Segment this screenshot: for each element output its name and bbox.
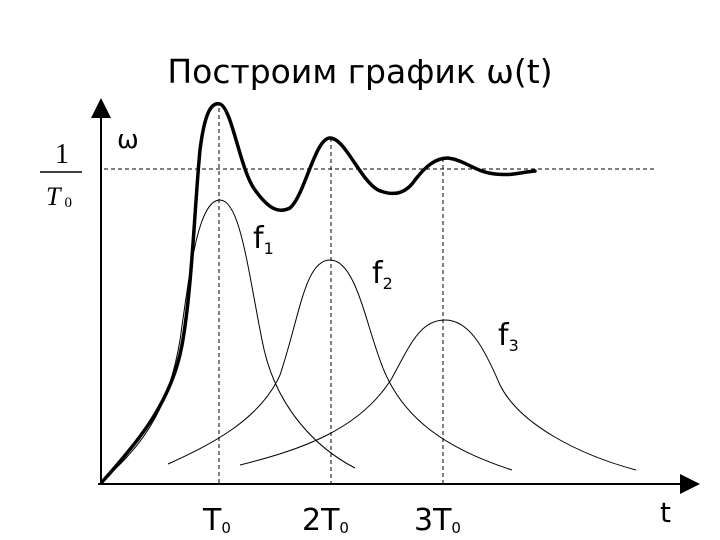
curve-label-f3: f3	[498, 318, 519, 355]
level-fraction-numerator: 1	[55, 139, 69, 170]
slide-title: Построим график ω(t)	[167, 52, 553, 91]
curve-f2	[167, 259, 513, 471]
curve-label-f1: f1	[253, 221, 274, 258]
tick-label-3t0: 3T0	[414, 503, 461, 538]
curve-omega	[100, 102, 537, 484]
curve-label-f2: f2	[372, 256, 393, 293]
x-axis-label: t	[660, 496, 671, 529]
tick-label-t0: T0	[202, 503, 231, 538]
tick-label-2t0: 2T0	[302, 503, 349, 538]
curve-f3	[239, 319, 637, 471]
y-axis-label: ω	[117, 125, 139, 155]
